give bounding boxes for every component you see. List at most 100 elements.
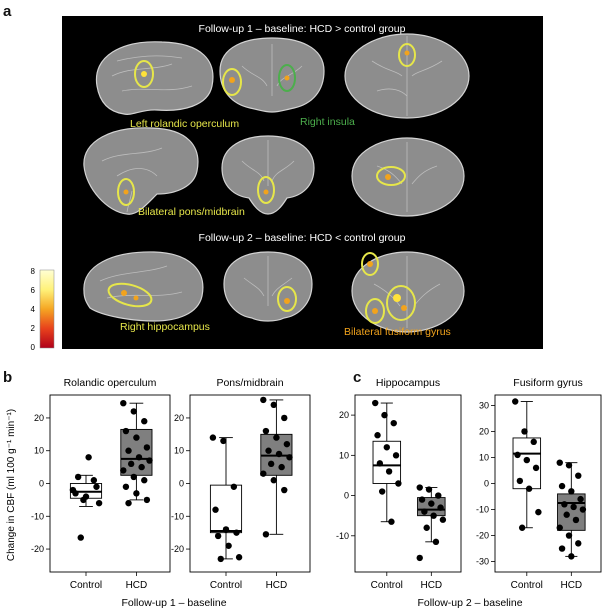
data-point (85, 454, 92, 461)
plot-rolandic-operculum: Rolandic operculum -20 -10 0 10 20 Control HCD (31, 377, 171, 591)
data-point (267, 460, 275, 468)
box (209, 484, 243, 534)
data-point (225, 542, 232, 549)
roi-ring-fusiform-3 (386, 285, 416, 321)
data-point (418, 496, 426, 503)
plot-frame (189, 394, 311, 573)
data-point (525, 485, 533, 492)
activation-blob (121, 290, 127, 296)
data-point (141, 477, 148, 484)
data-point (383, 444, 390, 451)
data-point (512, 398, 519, 405)
activation-blob (284, 75, 290, 81)
roi-ring-hippocampus-sagittal (107, 282, 153, 308)
y-tick-label: 10 (479, 452, 489, 462)
x-tick-label: HCD (420, 580, 442, 591)
x-tick-label: Control (371, 580, 403, 591)
plot-frame (494, 394, 602, 573)
colorbar-tick: 2 (31, 324, 36, 333)
data-point (82, 493, 90, 500)
data-point (233, 529, 240, 536)
data-point (143, 496, 151, 504)
data-point (122, 427, 130, 435)
y-tick-label: -20 (171, 544, 184, 554)
y-tick-label: 0 (179, 479, 184, 489)
activation-blob (372, 308, 378, 314)
colorbar: 8 6 4 2 0 (31, 267, 55, 352)
activation-blob (284, 298, 290, 304)
data-point (217, 555, 224, 563)
data-point (385, 468, 393, 475)
plot-hippocampus: Hippocampus -10 0 10 20 Control HCD (336, 377, 462, 591)
data-point (432, 538, 440, 546)
data-point (281, 486, 288, 494)
panel-a-header-2: Follow-up 2 – baseline: HCD < control gr… (199, 232, 406, 244)
data-point (435, 492, 442, 499)
data-point (575, 540, 582, 547)
data-point (425, 486, 433, 493)
y-tick-label: -20 (31, 544, 44, 554)
x-tick-label: HCD (266, 580, 288, 591)
plot-fusiform-gyrus: Fusiform gyrus -30 -20 -10 0 10 20 30 Control HCD (476, 377, 602, 591)
data-point (90, 477, 98, 484)
y-tick-label: 20 (34, 413, 44, 423)
data-point (416, 554, 423, 562)
data-point (209, 434, 217, 441)
data-point (514, 451, 521, 459)
data-point (270, 401, 277, 409)
data-point (439, 516, 447, 523)
data-point (395, 480, 402, 487)
data-point (378, 488, 386, 495)
data-point (125, 447, 132, 454)
data-point (558, 482, 566, 490)
data-point (568, 553, 575, 560)
y-axis-label: Change in CBF (ml 100 g⁻¹ min⁻¹) (6, 409, 17, 561)
data-point (133, 434, 140, 441)
brain-sagittal-1 (95, 41, 214, 115)
data-point (523, 456, 530, 464)
data-point (430, 512, 437, 519)
activation-blob (367, 261, 373, 267)
roi-ring-rolandic (134, 60, 154, 88)
data-point (278, 463, 285, 471)
label-left-rolandic: Left rolandic operculum (130, 118, 239, 130)
plot-frame (49, 394, 171, 573)
data-point (130, 408, 137, 415)
brain-sagittal-3 (83, 251, 204, 322)
data-point (416, 484, 423, 491)
activation-blob (393, 294, 401, 302)
data-point (388, 518, 395, 525)
data-point (575, 472, 582, 479)
brain-sagittal-2 (83, 127, 199, 215)
data-point (127, 460, 135, 468)
data-point (260, 396, 267, 404)
y-tick-label: -10 (476, 505, 489, 515)
data-point (532, 464, 540, 472)
data-point (572, 516, 580, 524)
data-point (563, 511, 570, 518)
data-point (521, 428, 528, 435)
colorbar-tick: 0 (31, 343, 36, 352)
activation-blob (123, 189, 129, 195)
colorbar-tick: 4 (31, 305, 36, 314)
activation-blob (263, 189, 269, 195)
data-point (376, 460, 384, 467)
data-point (565, 532, 573, 539)
data-point (138, 463, 145, 471)
data-point (120, 399, 127, 407)
data-point (122, 483, 130, 490)
roi-ring-fusiform-2 (365, 298, 385, 324)
data-point (146, 457, 153, 464)
label-pons-midbrain: Bilateral pons/midbrain (138, 206, 245, 218)
data-point (390, 419, 397, 427)
roi-ring-fusiform-1 (361, 252, 379, 276)
data-point (579, 506, 587, 513)
data-point (130, 473, 137, 481)
y-tick-label: 0 (344, 491, 349, 501)
x-tick-label: Control (511, 580, 543, 591)
data-point (568, 488, 575, 495)
data-point (214, 532, 222, 540)
y-tick-label: -20 (476, 531, 489, 541)
activation-blob (401, 305, 407, 311)
activation-blob (404, 50, 410, 56)
